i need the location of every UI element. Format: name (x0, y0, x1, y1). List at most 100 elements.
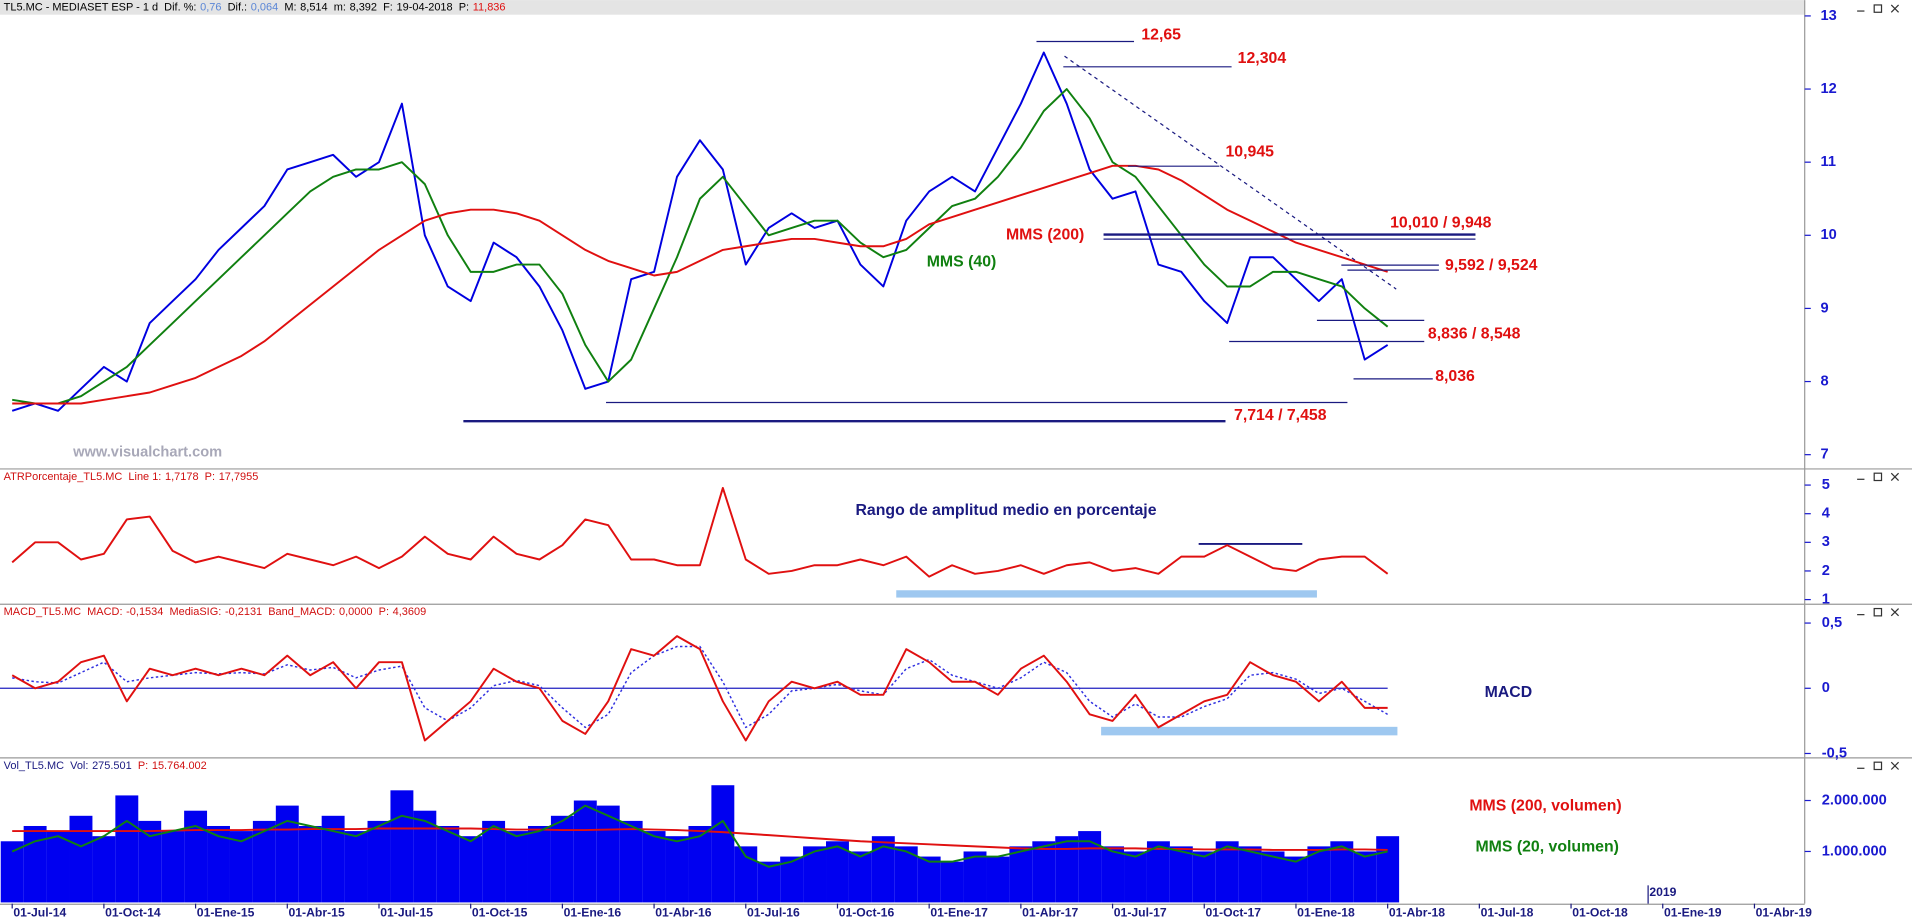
volume-bar (1101, 846, 1125, 903)
header-value: 275.501 (92, 760, 132, 772)
y-tick-label: 1.000.000 (1822, 843, 1887, 859)
volume-bar (184, 810, 208, 903)
volume-bar (550, 815, 574, 903)
y-tick-label: 3 (1822, 534, 1830, 550)
header-value: -0,2131 (225, 606, 262, 618)
window-control (1873, 472, 1883, 482)
volume-bar (871, 836, 895, 903)
header-label: Dif. %: (164, 1, 196, 13)
volume-bar (963, 851, 987, 903)
window-control (1890, 472, 1900, 481)
volume-bar (1284, 856, 1308, 903)
x-tick-label: 01-Ene-16 (564, 906, 622, 920)
x-tick-label: 01-Jul-17 (1114, 906, 1167, 920)
volume-bar (436, 825, 460, 903)
y-tick-label: 7 (1821, 447, 1829, 463)
series-label: MMS (40) (927, 253, 997, 270)
x-tick-label: 01-Ene-17 (930, 906, 988, 920)
volume-bar (0, 841, 24, 903)
volume-bar (1307, 846, 1331, 903)
header-label: MACD: (87, 606, 122, 618)
window-control (1873, 4, 1883, 13)
panel-header: Vol_TL5.MC Vol: 275.501 P: 15.764.002 (4, 760, 207, 772)
window-control (1890, 761, 1900, 770)
header-value: 8,392 (350, 1, 377, 13)
series-line (12, 164, 1388, 405)
header-value: -0,1534 (126, 606, 163, 618)
x-tick-label: 01-Abr-18 (1389, 906, 1445, 920)
series-line (11, 486, 1389, 578)
header-label: F: (383, 1, 393, 13)
volume-bar (1124, 851, 1147, 903)
header-label: P: (379, 606, 389, 618)
year-tick-label: 2019 (1649, 885, 1676, 899)
x-tick-label: 01-Oct-18 (1572, 906, 1628, 920)
series-line (12, 827, 1388, 851)
header-label: Line 1: (128, 471, 161, 483)
price-level-label: 8,036 (1435, 368, 1475, 385)
price-level-label: 10,945 (1225, 144, 1274, 161)
x-tick-label: 01-Jul-18 (1481, 906, 1534, 920)
x-tick-label: 01-Abr-17 (1022, 906, 1078, 920)
volume-bar (252, 820, 276, 903)
price-level-label: 12,65 (1141, 27, 1181, 44)
volume-bar (1169, 846, 1193, 903)
volume-bar (344, 831, 368, 903)
volume-bar (1192, 851, 1216, 903)
series-label: MMS (200) (1006, 227, 1084, 244)
header-label: P: (138, 760, 148, 772)
x-tick-label: 01-Oct-17 (1205, 906, 1261, 920)
header-label: M: (284, 1, 296, 13)
volume-bar (688, 825, 712, 903)
header-label: Vol: (70, 760, 88, 772)
volume-bar (986, 856, 1010, 903)
volume-bar (1353, 851, 1377, 903)
window-control (1890, 608, 1900, 617)
x-tick-label: 01-Ene-18 (1297, 906, 1355, 920)
volume-bar (69, 815, 93, 903)
trend-line (1064, 55, 1397, 290)
volume-bar (917, 856, 941, 903)
x-tick-label: 01-Abr-16 (655, 906, 711, 920)
series-line (11, 51, 1389, 412)
header-value: 4,3609 (393, 606, 427, 618)
header-bar (0, 0, 1805, 15)
volume-bar (757, 861, 781, 903)
volume-bar (711, 785, 735, 903)
price-level-label: 7,714 / 7,458 (1234, 407, 1327, 424)
volume-bar (527, 825, 551, 903)
y-tick-label: 9 (1821, 300, 1829, 316)
series-line (11, 804, 1388, 868)
volume-bar (1009, 846, 1033, 903)
volume-bar (780, 856, 804, 903)
volume-bar (1330, 841, 1354, 903)
volume-bar (413, 810, 437, 903)
x-tick-label: 01-Oct-15 (472, 906, 528, 920)
price-level-label: 10,010 / 9,948 (1390, 214, 1492, 231)
y-tick-label: 12 (1821, 81, 1837, 97)
price-level-label: 9,592 / 9,524 (1445, 257, 1538, 274)
panel-header: TL5.MC - MEDIASET ESP - 1 d Dif. %: 0,76 Di… (4, 1, 506, 13)
x-tick-label: 01-Abr-15 (289, 906, 345, 920)
volume-bar (940, 861, 964, 903)
volume-bar (23, 825, 47, 903)
volume-bar (894, 846, 918, 903)
header-label: Band_MACD: (268, 606, 335, 618)
header-value: 11,836 (473, 1, 506, 13)
header-label: MediaSIG: (169, 606, 221, 618)
volume-bar (390, 790, 414, 903)
header-label: P: (205, 471, 215, 483)
window-control (1873, 761, 1883, 771)
panel-header: MACD_TL5.MC MACD: -0,1534 MediaSIG: -0,2131 B… (4, 606, 427, 618)
volume-bar (1146, 841, 1170, 903)
volume-bar (665, 836, 689, 903)
series-line (12, 645, 1389, 729)
volume-bar (459, 836, 483, 903)
header-name: ATRPorcentaje_TL5.MC (4, 471, 123, 483)
series-label: MMS (200, volumen) (1469, 797, 1621, 814)
panel-title: Rango de amplitud medio en porcentaje (855, 502, 1156, 519)
header-value: 1,7178 (165, 471, 199, 483)
x-tick-label: 01-Oct-16 (839, 906, 895, 920)
